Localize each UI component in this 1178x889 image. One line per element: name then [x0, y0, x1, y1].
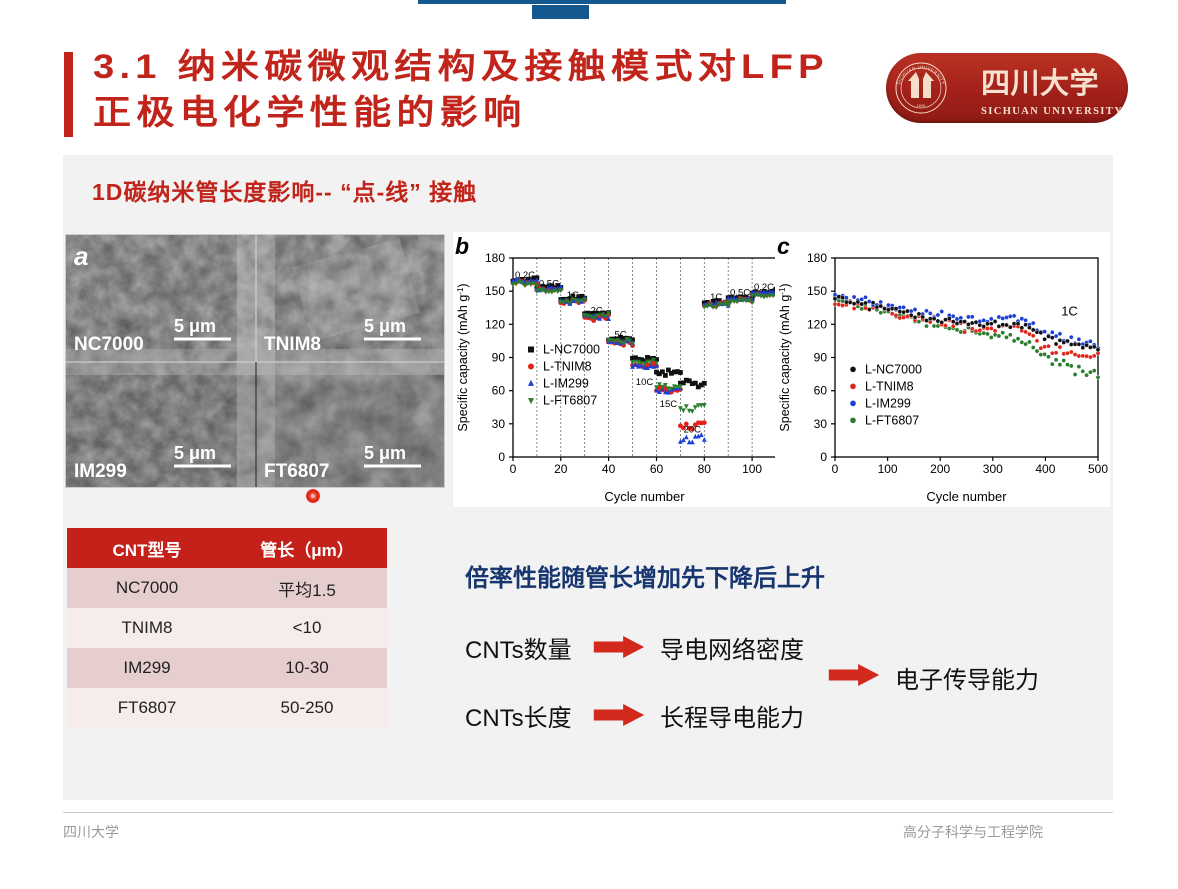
svg-text:0: 0	[820, 450, 827, 464]
svg-text:NC7000: NC7000	[74, 334, 144, 355]
svg-text:400: 400	[1035, 462, 1055, 476]
svg-text:10C: 10C	[636, 377, 654, 388]
svg-text:Cycle number: Cycle number	[604, 489, 685, 504]
svg-text:30: 30	[814, 417, 828, 431]
svg-text:0.2C: 0.2C	[515, 270, 535, 281]
svg-text:5 μm: 5 μm	[174, 316, 216, 336]
svg-text:0.5C: 0.5C	[539, 279, 559, 290]
svg-text:TNIM8: TNIM8	[264, 334, 321, 355]
svg-text:15C: 15C	[660, 399, 678, 410]
svg-text:L-FT6807: L-FT6807	[543, 394, 597, 408]
svg-text:300: 300	[983, 462, 1003, 476]
svg-text:四川大学: 四川大学	[981, 66, 1099, 100]
svg-text:0.2C: 0.2C	[754, 282, 774, 293]
svg-text:1C: 1C	[567, 290, 579, 301]
svg-text:30: 30	[492, 417, 506, 431]
svg-text:2C: 2C	[591, 305, 603, 316]
svg-text:b: b	[455, 233, 469, 259]
svg-text:0.5C: 0.5C	[730, 288, 750, 299]
svg-text:L-IM299: L-IM299	[865, 396, 911, 410]
svg-text:1896: 1896	[917, 104, 926, 108]
svg-text:5C: 5C	[615, 330, 627, 341]
svg-text:100: 100	[878, 462, 898, 476]
svg-text:180: 180	[485, 251, 505, 265]
svg-text:IM299: IM299	[74, 461, 127, 482]
svg-text:120: 120	[807, 317, 827, 331]
svg-text:Specific capacity (mAh g-1): Specific capacity (mAh g-1)	[778, 283, 793, 431]
svg-text:5 μm: 5 μm	[174, 443, 216, 463]
svg-text:40: 40	[602, 462, 616, 476]
svg-text:150: 150	[485, 284, 505, 298]
svg-text:L-NC7000: L-NC7000	[543, 343, 600, 357]
svg-text:180: 180	[807, 251, 827, 265]
svg-text:c: c	[777, 233, 790, 259]
svg-text:200: 200	[930, 462, 950, 476]
svg-text:FT6807: FT6807	[264, 461, 329, 482]
svg-text:5 μm: 5 μm	[364, 316, 406, 336]
svg-text:L-TNIM8: L-TNIM8	[865, 379, 914, 393]
svg-text:90: 90	[814, 351, 828, 365]
svg-text:100: 100	[742, 462, 762, 476]
svg-text:L-FT6807: L-FT6807	[865, 413, 919, 427]
svg-text:20C: 20C	[684, 425, 702, 436]
svg-text:SICHUAN UNIVERSITY: SICHUAN UNIVERSITY	[981, 106, 1123, 117]
svg-text:120: 120	[485, 317, 505, 331]
svg-text:150: 150	[807, 284, 827, 298]
svg-text:L-TNIM8: L-TNIM8	[543, 360, 592, 374]
svg-text:60: 60	[492, 384, 506, 398]
svg-text:Specific capacity (mAh g-1): Specific capacity (mAh g-1)	[456, 283, 471, 431]
svg-text:5 μm: 5 μm	[364, 443, 406, 463]
svg-text:a: a	[74, 241, 88, 271]
svg-text:L-NC7000: L-NC7000	[865, 362, 922, 376]
svg-text:80: 80	[698, 462, 712, 476]
svg-text:0: 0	[498, 450, 505, 464]
svg-text:90: 90	[492, 351, 506, 365]
svg-text:Cycle number: Cycle number	[926, 489, 1007, 504]
svg-text:1C: 1C	[710, 292, 722, 303]
svg-text:20: 20	[554, 462, 568, 476]
svg-text:0: 0	[510, 462, 517, 476]
svg-text:L-IM299: L-IM299	[543, 377, 589, 391]
svg-text:1C: 1C	[1061, 304, 1078, 319]
svg-text:0: 0	[832, 462, 839, 476]
svg-text:500: 500	[1088, 462, 1108, 476]
svg-text:60: 60	[650, 462, 664, 476]
svg-text:60: 60	[814, 384, 828, 398]
